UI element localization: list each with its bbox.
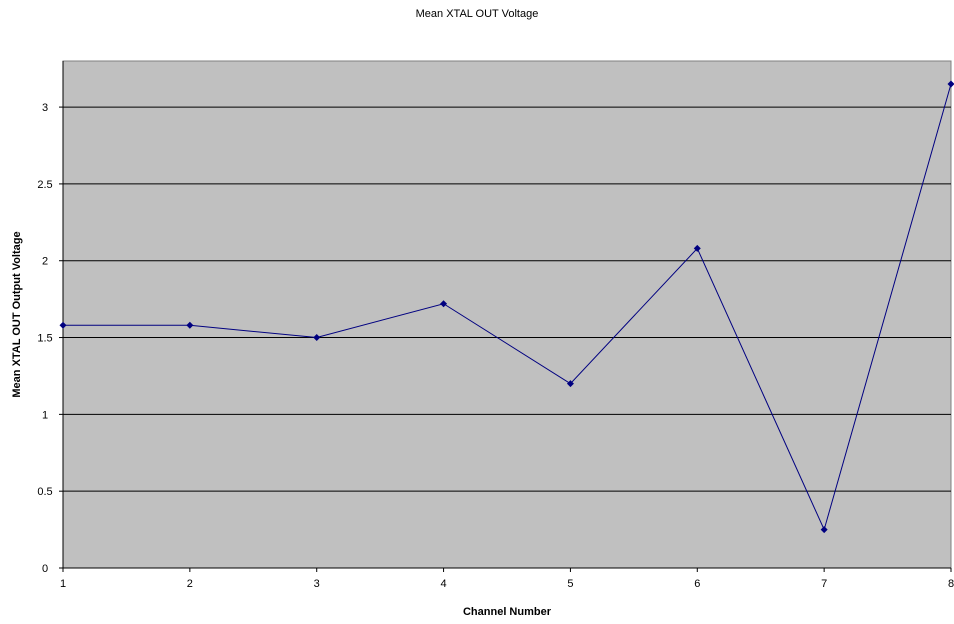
data-point-4 — [440, 300, 448, 308]
y-tick-label-0: 0 — [42, 563, 48, 575]
chart-title: Mean XTAL OUT Voltage — [416, 8, 539, 20]
y-tick-label-3: 1.5 — [37, 333, 52, 345]
data-point-6 — [693, 244, 701, 252]
x-tick-label-7: 8 — [948, 578, 954, 590]
y-tick-label-4: 2 — [42, 256, 48, 268]
x-tick-label-5: 6 — [694, 578, 700, 590]
data-point-2 — [186, 321, 194, 329]
x-tick-label-4: 5 — [567, 578, 573, 590]
x-tick-label-0: 1 — [60, 578, 66, 590]
series — [59, 80, 954, 534]
data-point-7 — [820, 526, 828, 534]
x-axis-title: Channel Number — [463, 606, 552, 618]
data-point-3 — [313, 334, 321, 342]
series-line-0 — [63, 83, 952, 532]
x-tick-label-2: 3 — [314, 578, 320, 590]
plot-area — [62, 60, 952, 569]
y-tick-label-6: 3 — [42, 102, 48, 114]
data-point-8 — [947, 80, 954, 88]
x-tick-label-6: 7 — [821, 578, 827, 590]
y-axis-title: Mean XTAL OUT Output Voltage — [11, 231, 23, 397]
x-tick-label-1: 2 — [187, 578, 193, 590]
y-tick-label-5: 2.5 — [37, 179, 52, 191]
x-tick-label-3: 4 — [441, 578, 447, 590]
data-point-1 — [59, 321, 67, 329]
data-point-5 — [566, 380, 574, 388]
tick-labels: 0 0.5 1 1.5 2 2.5 3 1 2 3 4 5 6 7 8 — [37, 102, 954, 590]
axes — [59, 61, 952, 572]
y-tick-label-1: 0.5 — [37, 486, 52, 498]
y-tick-label-2: 1 — [42, 409, 48, 421]
gridlines — [63, 106, 951, 492]
